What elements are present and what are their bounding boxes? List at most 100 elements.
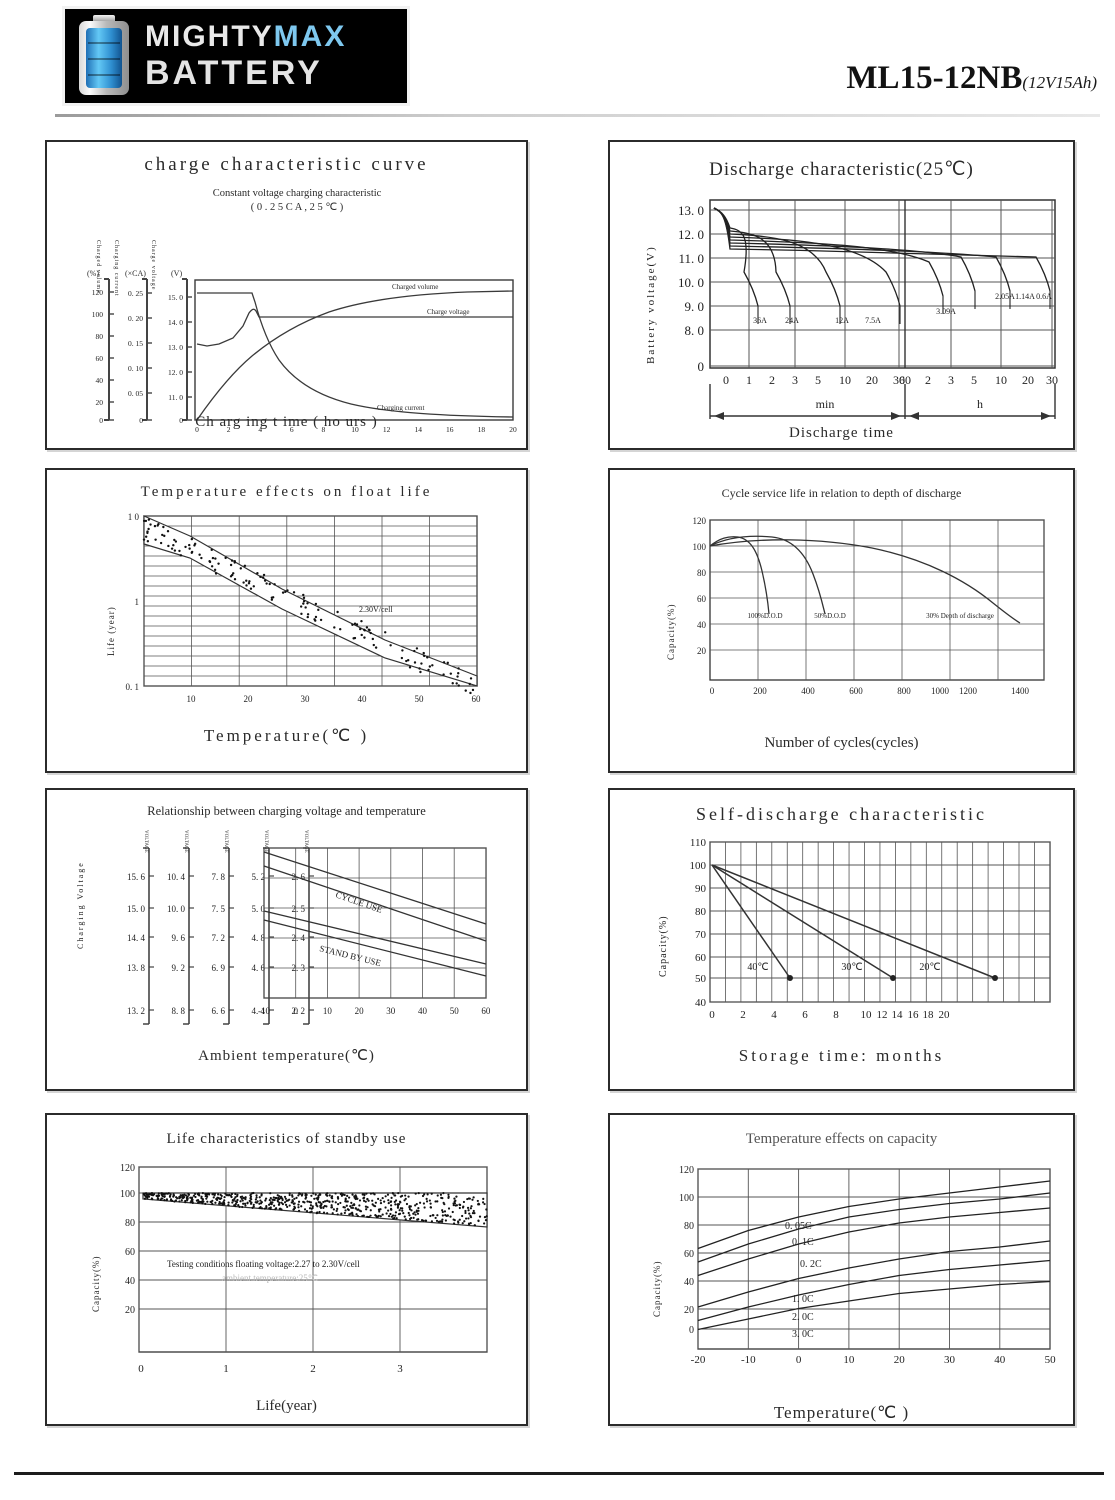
band-dot (389, 1213, 391, 1215)
band-dot (336, 1210, 338, 1212)
band-dot (256, 572, 258, 574)
band-dot (400, 1195, 402, 1197)
grid-line (714, 208, 758, 306)
axis-unit-pct: (%) (87, 269, 99, 278)
band-dot (374, 1214, 376, 1216)
band-dot (273, 583, 275, 585)
band-dot (286, 1200, 288, 1202)
y-tick: 1 0 (128, 512, 140, 522)
band-dot (326, 1212, 328, 1214)
band-dot (401, 1207, 403, 1209)
band-dot (169, 1195, 171, 1197)
band-dot (385, 1195, 387, 1197)
x-tick: 0 (293, 1006, 298, 1016)
band-dot (204, 1203, 206, 1205)
band-dot (396, 1217, 398, 1219)
band-dot (286, 1206, 288, 1208)
band-dot (465, 689, 467, 691)
x-tick: 50 (1045, 1354, 1057, 1366)
band-dot (356, 623, 358, 625)
band-dot (320, 619, 322, 621)
x-tick: 8 (833, 1009, 839, 1021)
band-dot (455, 682, 457, 684)
band-dot (234, 578, 236, 580)
band-dot (310, 1204, 312, 1206)
band-dot (483, 1222, 485, 1224)
band-dot (371, 1200, 373, 1202)
x-tick: 30 (1046, 373, 1058, 387)
band-dot (365, 1208, 367, 1210)
x-tick: 10 (843, 1354, 855, 1366)
band-dot (486, 1215, 488, 1217)
band-dot (423, 652, 425, 654)
band-dot (377, 1198, 379, 1200)
band-dot (401, 1210, 403, 1212)
band-dot (383, 1201, 385, 1203)
band-dot (298, 1210, 300, 1212)
chart-xlabel: Temperature(℃ ) (610, 1403, 1073, 1423)
band-dot (277, 1199, 279, 1201)
band-dot (275, 1207, 277, 1209)
band-dot (289, 1194, 291, 1196)
band-dot (467, 1217, 469, 1219)
band-dot (336, 1208, 338, 1210)
model-number: ML15-12NB (846, 60, 1022, 96)
band-dot (258, 1203, 260, 1205)
band-dot (340, 1192, 342, 1194)
x-tick: 20 (894, 1354, 906, 1366)
band-dot (408, 1205, 410, 1207)
band-dot (473, 1196, 475, 1198)
band-dot (265, 1207, 267, 1209)
chart-title: Discharge characteristic(25℃) (610, 158, 1073, 181)
curve-label: 1.14A (1015, 292, 1035, 301)
band-dot (448, 1207, 450, 1209)
band-dot (363, 1196, 365, 1198)
band-dot (223, 1196, 225, 1198)
band-dot (184, 546, 186, 548)
band-dot (431, 1220, 433, 1222)
band-dot (336, 611, 338, 613)
band-dot (337, 1197, 339, 1199)
band-dot (306, 602, 308, 604)
band-dot (441, 1209, 443, 1211)
band-dot (382, 1197, 384, 1199)
x-tick: 4 (771, 1009, 777, 1021)
band-dot (427, 1193, 429, 1195)
curve-label: 36A (753, 316, 767, 325)
band-dot (431, 1193, 433, 1195)
chart-title: Relationship between charging voltage an… (47, 804, 526, 819)
band-dot (413, 650, 415, 652)
band-dot (459, 1207, 461, 1209)
band-dot (405, 660, 407, 662)
scale-tick: 7. 5 (212, 904, 226, 914)
band-dot (319, 1205, 321, 1207)
band-dot (306, 1210, 308, 1212)
band-dot (328, 1200, 330, 1202)
x-tick: 2 (740, 1009, 746, 1021)
y-tick: 80 (697, 568, 707, 578)
chart-title: Life characteristics of standby use (47, 1131, 526, 1148)
y-tick: 120 (679, 1165, 694, 1176)
band-dot (286, 589, 288, 591)
band-dot (377, 1215, 379, 1217)
x-tick: 12 (877, 1009, 888, 1021)
chart-subtitle-2: ( 0 . 2 5 C A , 2 5 ℃ ) (251, 202, 344, 213)
band-dot (390, 1204, 392, 1206)
band-dot (454, 1200, 456, 1202)
band-dot (239, 1200, 241, 1202)
band-dot (317, 609, 319, 611)
band-dot (236, 1201, 238, 1203)
scale-tick: 7. 2 (212, 933, 226, 943)
scale-tick: 6. 9 (212, 963, 226, 973)
x-tick: 3 (792, 373, 798, 387)
band-dot (320, 1207, 322, 1209)
band-dot (346, 1195, 348, 1197)
y-tick: 110 (690, 837, 707, 849)
x-tick: 50 (415, 694, 425, 704)
x-tick: 60 (481, 1006, 491, 1016)
brand-word-battery: BATTERY (145, 56, 346, 90)
band-dot (255, 1198, 257, 1200)
band-dot (147, 528, 149, 530)
band-dot (174, 549, 176, 551)
band-dot (309, 1207, 311, 1209)
